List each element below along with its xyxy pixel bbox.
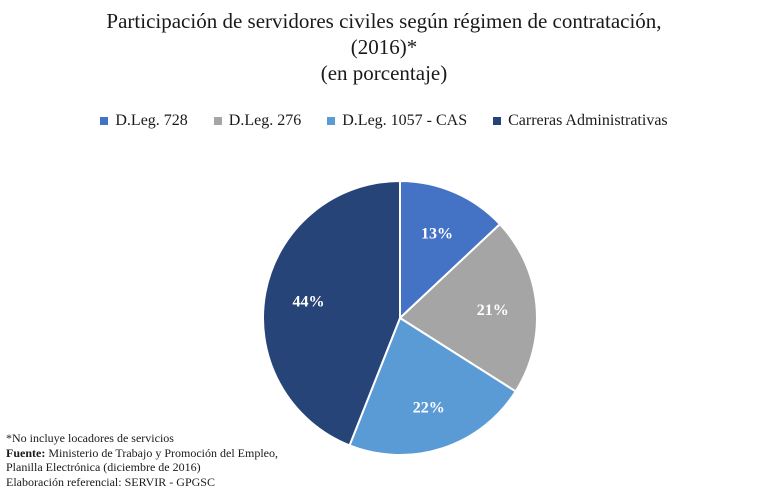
chart-title-line1: Participación de servidores civiles segú… — [106, 9, 662, 33]
legend-label: D.Leg. 728 — [115, 112, 188, 129]
pie-data-label: 13% — [421, 226, 453, 243]
pie-slice-d-leg-276 — [398, 222, 538, 393]
legend-swatch — [213, 117, 222, 125]
legend-swatch — [100, 117, 109, 125]
chart-subtitle: (en porcentaje) — [320, 61, 448, 85]
chart-title-line2: (2016)* — [350, 35, 418, 59]
footnote-credit: Elaboración referencial: SERVIR - GPGSC — [6, 474, 215, 489]
pie-slice-carreras-administrativas — [262, 179, 401, 447]
footnote-source: Fuente: Ministerio de Trabajo y Promoció… — [6, 446, 306, 475]
legend-item-dleg-276: D.Leg. 276 — [213, 112, 302, 130]
legend-label: D.Leg. 1057 - CAS — [342, 112, 468, 129]
pie-slice-d-leg-728 — [399, 179, 502, 321]
footnote-source-text: Ministerio de Trabajo y Promoción del Em… — [6, 445, 278, 475]
legend-item-dleg-1057-cas: D.Leg. 1057 - CAS — [327, 112, 467, 130]
pie-slice-d-leg-1057-cas — [348, 316, 518, 456]
chart-legend: D.Leg. 728 D.Leg. 276 D.Leg. 1057 - CAS … — [0, 112, 768, 130]
legend-swatch — [327, 117, 336, 125]
chart-footnote: *No incluye locadores de servicios Fuent… — [6, 431, 306, 489]
legend-item-carreras-administrativas: Carreras Administrativas — [493, 112, 668, 130]
legend-swatch — [493, 117, 502, 125]
legend-label: D.Leg. 276 — [228, 112, 302, 129]
footnote-note: *No incluye locadores de servicios — [6, 431, 174, 445]
pie-data-label: 22% — [413, 400, 445, 417]
chart-title: Participación de servidores civiles segú… — [0, 8, 768, 86]
pie-data-label: 44% — [293, 294, 325, 311]
legend-label: Carreras Administrativas — [508, 112, 668, 129]
legend-item-dleg-728: D.Leg. 728 — [100, 112, 188, 130]
footnote-source-label: Fuente: — [6, 445, 46, 460]
pie-data-label: 21% — [477, 302, 509, 319]
